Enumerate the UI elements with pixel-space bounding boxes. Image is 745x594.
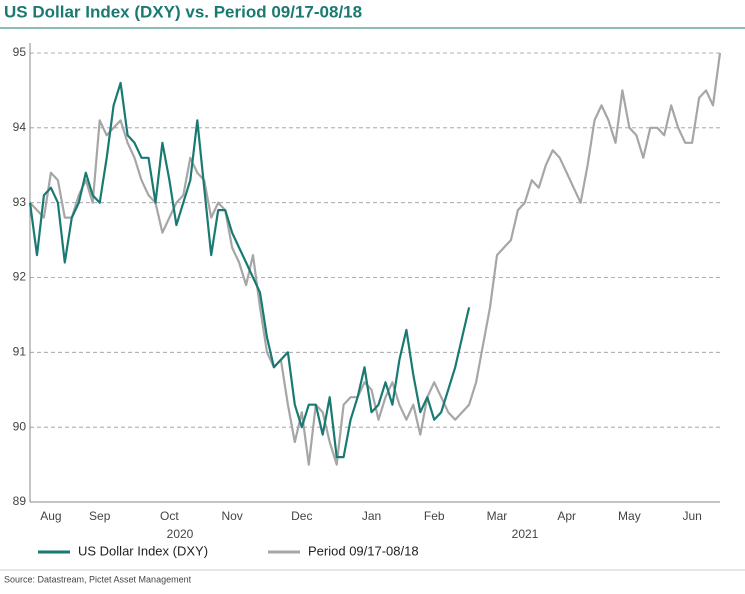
y-tick-label: 90 [13,419,27,433]
year-label: 2021 [512,527,539,541]
x-tick-label: Aug [40,509,61,523]
y-tick-label: 95 [13,45,27,59]
y-tick-label: 92 [13,270,27,284]
series-line [29,52,722,466]
x-tick-label: Mar [487,509,508,523]
x-tick-label: Feb [424,509,445,523]
x-tick-label: Apr [557,509,576,523]
x-tick-label: Nov [221,509,242,523]
source-note: Source: Datastream, Pictet Asset Managem… [4,574,192,584]
x-tick-label: Dec [291,509,312,523]
y-tick-label: 91 [13,345,27,359]
year-label: 2020 [167,527,194,541]
y-tick-label: 94 [13,120,27,134]
legend-label: US Dollar Index (DXY) [78,543,208,558]
x-tick-label: Sep [89,509,111,523]
x-tick-label: May [618,509,641,523]
legend-label: Period 09/17-08/18 [308,543,419,558]
y-tick-label: 93 [13,195,27,209]
x-tick-label: Jun [682,509,701,523]
y-tick-label: 89 [13,494,27,508]
chart-title: US Dollar Index (DXY) vs. Period 09/17-0… [4,2,362,21]
x-tick-label: Oct [160,509,179,523]
series-line [28,81,471,459]
x-tick-label: Jan [362,509,381,523]
